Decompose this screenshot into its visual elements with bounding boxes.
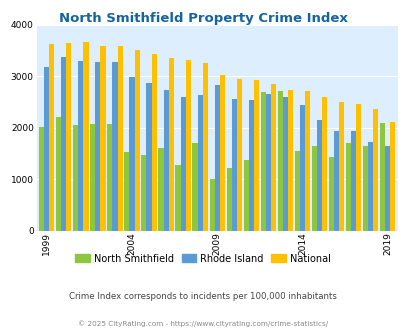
Bar: [350, 131, 355, 231]
Bar: [146, 83, 151, 231]
Bar: [39, 127, 44, 231]
Bar: [287, 90, 292, 231]
Bar: [134, 50, 139, 231]
Bar: [56, 117, 61, 231]
Bar: [243, 160, 248, 231]
Bar: [151, 53, 156, 231]
Bar: [316, 120, 321, 231]
Bar: [338, 102, 343, 231]
Bar: [299, 105, 304, 231]
Bar: [163, 90, 168, 231]
Bar: [107, 124, 112, 231]
Bar: [362, 146, 367, 231]
Bar: [192, 143, 197, 231]
Bar: [185, 60, 190, 231]
Bar: [333, 131, 338, 231]
Bar: [265, 94, 270, 231]
Bar: [345, 143, 350, 231]
Bar: [124, 151, 129, 231]
Bar: [100, 46, 105, 231]
Bar: [66, 43, 71, 231]
Bar: [231, 99, 236, 231]
Bar: [90, 124, 95, 231]
Bar: [73, 125, 78, 231]
Bar: [321, 97, 326, 231]
Bar: [236, 79, 241, 231]
Legend: North Smithfield, Rhode Island, National: North Smithfield, Rhode Island, National: [71, 249, 334, 267]
Bar: [294, 150, 299, 231]
Bar: [175, 165, 180, 231]
Text: Crime Index corresponds to incidents per 100,000 inhabitants: Crime Index corresponds to incidents per…: [69, 292, 336, 301]
Bar: [112, 62, 117, 231]
Bar: [372, 109, 377, 231]
Bar: [209, 180, 214, 231]
Bar: [61, 57, 66, 231]
Bar: [248, 100, 253, 231]
Bar: [367, 142, 372, 231]
Bar: [78, 61, 83, 231]
Text: North Smithfield Property Crime Index: North Smithfield Property Crime Index: [58, 12, 347, 24]
Bar: [168, 58, 173, 231]
Bar: [389, 122, 394, 231]
Bar: [304, 91, 309, 231]
Bar: [277, 91, 282, 231]
Bar: [384, 146, 389, 231]
Bar: [260, 92, 265, 231]
Bar: [311, 147, 316, 231]
Bar: [117, 46, 122, 231]
Bar: [180, 97, 185, 231]
Bar: [226, 168, 231, 231]
Bar: [355, 104, 360, 231]
Bar: [95, 62, 100, 231]
Bar: [158, 148, 163, 231]
Bar: [270, 83, 275, 231]
Bar: [49, 44, 54, 231]
Text: © 2025 CityRating.com - https://www.cityrating.com/crime-statistics/: © 2025 CityRating.com - https://www.city…: [78, 321, 327, 327]
Bar: [282, 97, 287, 231]
Bar: [379, 123, 384, 231]
Bar: [219, 75, 224, 231]
Bar: [44, 67, 49, 231]
Bar: [253, 80, 258, 231]
Bar: [202, 63, 207, 231]
Bar: [197, 95, 202, 231]
Bar: [214, 85, 219, 231]
Bar: [129, 77, 134, 231]
Bar: [328, 157, 333, 231]
Bar: [83, 42, 88, 231]
Bar: [141, 155, 146, 231]
